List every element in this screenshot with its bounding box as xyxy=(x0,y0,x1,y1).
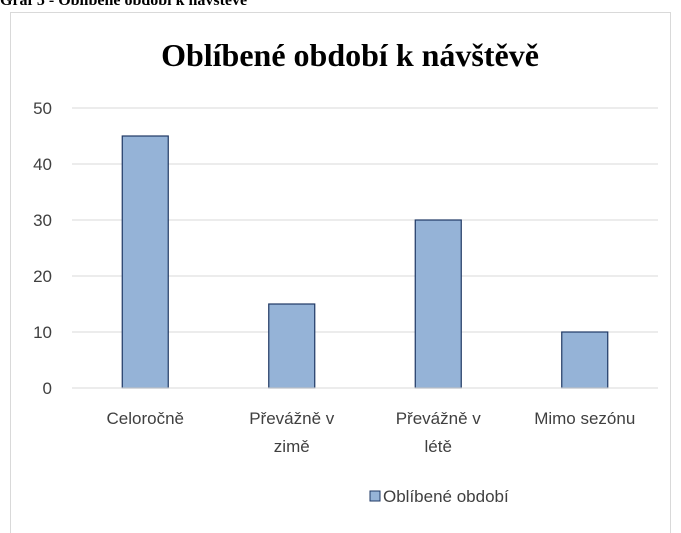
y-tick-label: 40 xyxy=(33,155,52,174)
y-tick-label: 20 xyxy=(33,267,52,286)
x-tick-label: Převážně v zimě xyxy=(249,409,335,456)
legend-label: Oblíbené období xyxy=(383,487,509,506)
bar xyxy=(268,303,316,389)
x-tick-label: Mimo sezónu xyxy=(534,409,635,428)
caption: Graf 5 - Oblíbené období k návštěvě xyxy=(0,0,247,9)
bar xyxy=(561,331,609,389)
y-tick-label: 0 xyxy=(43,379,52,398)
x-tick-label: Převážně v létě xyxy=(396,409,482,456)
y-tick-label: 10 xyxy=(33,323,52,342)
chart-border xyxy=(10,12,671,533)
y-tick-label: 50 xyxy=(33,99,52,118)
chart-title: Oblíbené období k návštěvě xyxy=(161,37,539,73)
x-tick-label: Celoročně xyxy=(107,409,185,428)
y-tick-label: 30 xyxy=(33,211,52,230)
legend-swatch xyxy=(369,490,381,502)
bar xyxy=(121,135,169,389)
bar xyxy=(414,219,462,389)
